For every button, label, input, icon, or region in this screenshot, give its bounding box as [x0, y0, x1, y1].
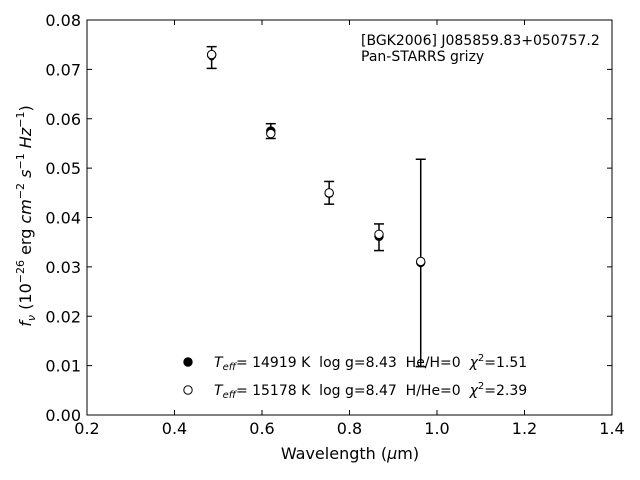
x-tick-label: 1.2 [512, 419, 537, 438]
data-layer [206, 45, 426, 368]
x-tick-label: 0.8 [337, 419, 362, 438]
y-tick-label: 0.07 [45, 60, 81, 79]
model-point-open [266, 128, 276, 139]
y-tick-label: 0.02 [45, 307, 81, 326]
legend: Teff= 14919 K log g=8.43 He/H=0 χ2=1.51 T… [183, 353, 527, 401]
x-axis-label: Wavelength (μm) [281, 444, 419, 463]
y-tick-label: 0.00 [45, 406, 81, 425]
legend-marker [183, 385, 193, 395]
y-tick-label: 0.06 [45, 110, 81, 129]
annotation-survey: Pan-STARRS grizy [361, 49, 484, 65]
x-tick-label: 1.4 [599, 419, 624, 438]
axes: 0.2 0.4 0.6 0.8 1.0 1.2 1.4 0.00 0.01 0.02 0.03 0.0… [45, 11, 624, 438]
legend-entry: Teff= 15178 K log g=8.47 H/He=0 χ2=2.39 [183, 381, 527, 401]
annotation-object: [BGK2006] J085859.83+050757.2 [361, 33, 600, 49]
y-tick-label: 0.08 [45, 11, 81, 30]
annotation: [BGK2006] J085859.83+050757.2 Pan-STARRS… [361, 33, 600, 65]
model-point-open [416, 256, 426, 267]
x-tick-label: 1.0 [424, 419, 449, 438]
y-tick-label: 0.03 [45, 258, 81, 277]
legend-label: Teff= 15178 K log g=8.47 H/He=0 χ2=2.39 [214, 381, 527, 401]
x-tick-label: 0.4 [162, 419, 187, 438]
legend-entry: Teff= 14919 K log g=8.43 He/H=0 χ2=1.51 [183, 353, 527, 373]
y-tick-label: 0.05 [45, 159, 81, 178]
model-point-open [374, 229, 384, 239]
legend-label: Teff= 14919 K log g=8.43 He/H=0 χ2=1.51 [214, 353, 527, 373]
model-point-open [206, 49, 217, 60]
legend-marker [183, 357, 193, 367]
x-tick-label: 0.2 [74, 419, 99, 438]
model-point-open [324, 188, 334, 198]
x-tick-label: 0.6 [249, 419, 274, 438]
y-axis-label: fν (10−26 erg cm−2 s−1 Hz−1) [14, 105, 38, 326]
y-tick-label: 0.04 [45, 209, 81, 228]
y-tick-label: 0.01 [45, 357, 81, 376]
